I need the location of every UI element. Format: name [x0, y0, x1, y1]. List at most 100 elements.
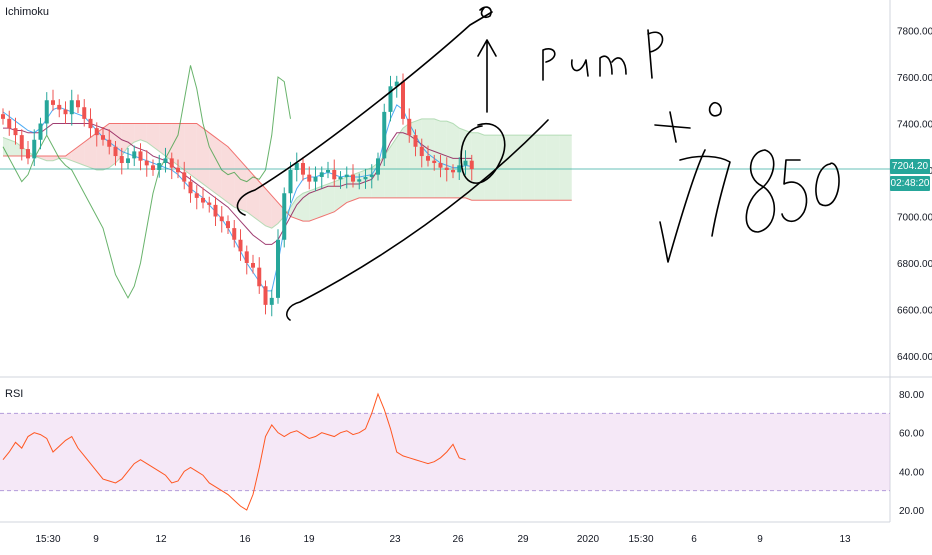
candle-body	[313, 176, 318, 182]
ichimoku-cloud-segment	[159, 123, 166, 157]
ichimoku-cloud-segment	[78, 142, 85, 166]
ichimoku-cloud-segment	[565, 135, 572, 201]
candle-body	[301, 163, 305, 175]
ichimoku-cloud-segment	[196, 123, 203, 184]
base-line	[3, 123, 472, 245]
candle-body	[407, 118, 412, 136]
handwriting-zero	[708, 101, 722, 117]
ichimoku-cloud-segment	[421, 118, 428, 198]
x-tick-label: 16	[239, 534, 251, 545]
up-arrow	[477, 39, 497, 113]
senkou-span-a-line	[2, 118, 572, 229]
ichimoku-cloud-segment	[384, 146, 391, 198]
ichimoku-cloud-segment	[234, 153, 241, 210]
handwriting-p1	[542, 48, 556, 81]
candle-body	[263, 286, 268, 305]
handwriting-8	[745, 149, 776, 233]
ichimoku-cloud-segment	[453, 123, 460, 198]
candle-body	[332, 170, 337, 180]
candle-body	[51, 100, 55, 105]
ichimoku-cloud-segment	[228, 146, 235, 208]
candle-body	[457, 165, 462, 173]
x-tick-label: 9	[93, 534, 99, 545]
rsi-pane-label: RSI	[5, 388, 24, 400]
candle-body	[101, 135, 105, 140]
ichimoku-cloud-segment	[390, 137, 397, 198]
handwriting-5	[781, 159, 808, 223]
candle-body	[426, 156, 430, 161]
rsi-y-tick-label: 60.00	[899, 429, 924, 440]
candle-body	[7, 118, 12, 129]
handwriting-0	[815, 162, 840, 207]
main-y-tick-label: 6400.00	[897, 352, 932, 363]
candle-body	[451, 170, 455, 173]
ichimoku-cloud-segment	[521, 135, 528, 201]
candle-body	[38, 123, 43, 140]
candle-body	[138, 151, 143, 161]
candle-body	[269, 297, 274, 305]
candle-body	[113, 146, 118, 157]
candle-body	[226, 221, 230, 229]
ichimoku-cloud-segment	[496, 135, 503, 201]
rsi-y-tick-label: 80.00	[899, 390, 924, 401]
candle-body	[369, 174, 374, 177]
rsi-y-tick-label: 40.00	[899, 467, 924, 478]
ichimoku-cloud-segment	[528, 135, 535, 201]
ichimoku-cloud-segment	[90, 132, 97, 170]
ichimoku-cloud-segment	[203, 128, 210, 189]
ichimoku-cloud-segment	[334, 179, 341, 212]
main-y-tick-label: 7000.00	[897, 213, 932, 224]
ichimoku-cloud-segment	[271, 195, 278, 229]
ichimoku-cloud-segment	[65, 151, 72, 161]
candle-body	[201, 197, 205, 203]
candle-body	[294, 163, 299, 170]
candle-body	[251, 263, 255, 268]
ichimoku-cloud-segment	[484, 135, 491, 201]
ichimoku-cloud-segment	[265, 188, 272, 229]
ichimoku-cloud-segment	[46, 156, 53, 161]
ichimoku-cloud-segment	[209, 132, 216, 194]
ichimoku-cloud-segment	[178, 123, 185, 170]
ichimoku-cloud-segment	[165, 123, 172, 161]
candle-body	[188, 181, 193, 194]
ichimoku-cloud-segment	[240, 160, 247, 212]
candle-body	[126, 158, 130, 164]
ichimoku-cloud-segment	[171, 123, 178, 166]
ichimoku-cloud-segment	[546, 135, 553, 201]
ichimoku-cloud-segment	[365, 167, 372, 198]
candle-body	[307, 174, 312, 182]
x-tick-label: 6	[691, 534, 697, 545]
ichimoku-cloud-segment	[84, 137, 91, 168]
candle-body	[326, 170, 330, 173]
last-price-tag: 7204.20	[890, 159, 930, 174]
candle-body	[344, 174, 349, 177]
x-tick-label: 19	[303, 534, 315, 545]
candle-body	[13, 128, 18, 136]
main-y-tick-label: 6800.00	[897, 259, 932, 270]
circle-highlight	[460, 122, 506, 184]
candle-body	[76, 100, 80, 108]
ichimoku-cloud-segment	[321, 183, 328, 217]
candle-body	[338, 176, 343, 180]
ichimoku-cloud-segment	[128, 123, 135, 147]
x-tick-label: 15:30	[628, 534, 653, 545]
x-tick-label: 12	[155, 534, 167, 545]
ichimoku-cloud-segment	[403, 123, 410, 198]
ichimoku-cloud-segment	[303, 190, 310, 222]
rsi-line	[2, 392, 466, 511]
ichimoku-cloud-segment	[540, 135, 547, 201]
candle-body	[182, 172, 187, 182]
x-tick-label: 26	[452, 534, 464, 545]
ichimoku-cloud-segment	[259, 181, 266, 226]
candle-body	[176, 167, 180, 173]
candle-body	[132, 151, 137, 159]
candle-body	[419, 146, 424, 157]
x-tick-label: 29	[517, 534, 529, 545]
x-tick-label: 23	[389, 534, 401, 545]
candle-body	[463, 160, 468, 166]
x-tick-label: 15:30	[35, 534, 60, 545]
candle-body	[107, 139, 112, 147]
upper-trend-line	[236, 11, 493, 216]
candle-body	[282, 193, 287, 240]
